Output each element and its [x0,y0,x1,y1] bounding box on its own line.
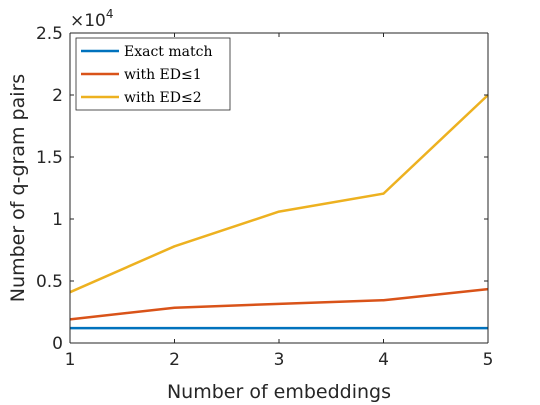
legend: Exact match with ED≤1 with ED≤2 [75,37,231,111]
y-axis-label: Number of q-gram pairs [7,74,29,302]
series-line-3 [69,94,489,294]
y-ticks: 0 0.5 1 1.5 2 2.5 [36,24,488,354]
series-line-2 [69,287,489,321]
x-tick-label: 3 [274,350,285,370]
y-tick-label: 2.5 [36,24,63,44]
x-tick-label: 2 [169,350,180,370]
x-ticks: 1 2 3 4 5 [65,33,494,370]
x-axis-label: Number of embeddings [167,381,391,403]
legend-label-3: with ED≤2 [124,90,202,106]
legend-label-2: with ED≤1 [124,67,202,83]
y-exponent-base: ×10 [70,11,106,31]
x-tick-label: 5 [483,350,494,370]
y-tick-label: 1 [52,210,63,230]
y-tick-label: 0.5 [36,272,63,292]
y-tick-label: 2 [52,86,63,106]
y-tick-label: 1.5 [36,148,63,168]
y-exponent-power: 4 [106,7,114,21]
series-layer [69,94,489,330]
y-tick-label: 0 [52,334,63,354]
x-tick-label: 4 [378,350,389,370]
y-exponent: ×104 [70,7,114,31]
legend-label-1: Exact match [124,44,212,60]
legend-entries: Exact match with ED≤1 with ED≤2 [81,44,212,106]
x-tick-label: 1 [65,350,76,370]
